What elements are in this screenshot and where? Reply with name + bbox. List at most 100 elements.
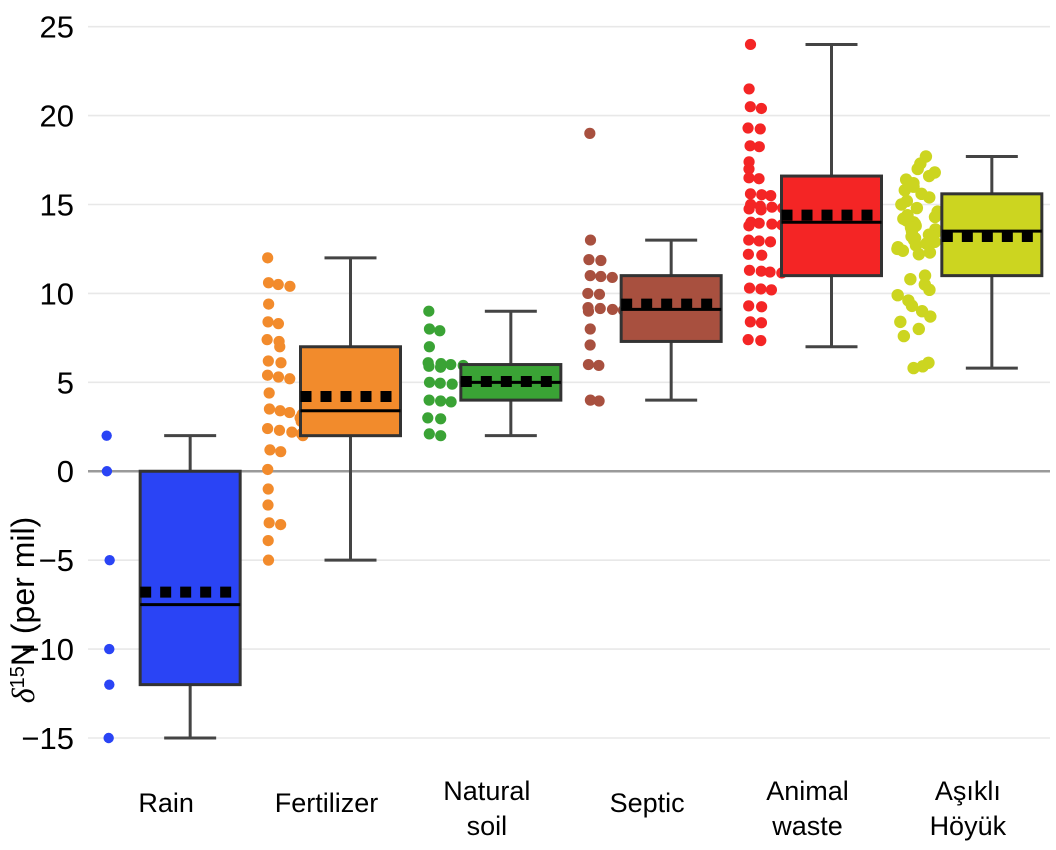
scatter-point xyxy=(435,430,447,442)
scatter-point xyxy=(274,341,286,353)
scatter-point xyxy=(907,361,920,375)
scatter-point xyxy=(753,217,765,229)
scatter-point xyxy=(272,278,284,291)
scatter-point xyxy=(262,499,274,511)
scatter-point xyxy=(446,378,458,390)
scatter-point xyxy=(742,122,754,134)
scatter-point xyxy=(754,123,766,135)
scatter-point xyxy=(924,310,937,323)
scatter-point xyxy=(286,426,298,438)
scatter-point xyxy=(445,396,457,408)
scatter-point xyxy=(743,83,755,95)
scatter-point xyxy=(743,234,755,246)
y-tick-label: 5 xyxy=(57,365,74,400)
scatter-point xyxy=(898,184,911,197)
x-axis-category-labels: Rain Fertilizer Natural soil Septic Animal was… xyxy=(138,776,1006,841)
scatter-point xyxy=(922,169,936,183)
scatter-point xyxy=(912,322,925,336)
scatter-point xyxy=(435,395,447,407)
scatter-point xyxy=(753,141,765,153)
scatter-point xyxy=(593,359,605,372)
scatter-point xyxy=(755,317,768,329)
scatter-point xyxy=(104,643,115,655)
scatter-points-layer xyxy=(101,38,944,744)
scatter-point xyxy=(263,517,275,529)
scatter-point xyxy=(606,303,619,316)
scatter-point xyxy=(275,446,287,458)
scatter-point xyxy=(594,302,606,315)
scatter-point xyxy=(743,203,755,215)
y-tick-label: −15 xyxy=(21,721,74,756)
scatter-point xyxy=(275,518,287,531)
box-plot-fertilizer xyxy=(299,256,402,562)
scatter-point xyxy=(755,334,767,347)
scatter-point xyxy=(744,38,757,51)
scatter-point xyxy=(435,413,447,425)
scatter-point xyxy=(593,288,606,300)
box-rect xyxy=(138,469,242,687)
scatter-point xyxy=(272,371,285,383)
scatter-point xyxy=(756,189,768,201)
scatter-point xyxy=(262,535,274,547)
scatter-point xyxy=(755,102,768,115)
scatter-point xyxy=(582,305,595,317)
x-axis-category-label: Aşıklı xyxy=(935,776,1001,806)
scatter-point xyxy=(911,162,924,176)
scatter-point xyxy=(434,361,447,373)
scatter-point xyxy=(584,127,596,139)
box-plot-rain xyxy=(138,434,242,740)
x-axis-category-label: Septic xyxy=(610,788,685,818)
scatter-point xyxy=(584,323,596,335)
scatter-point xyxy=(584,339,596,351)
y-axis-tick-labels: −15 −10 −5 0 5 10 15 20 25 xyxy=(21,10,74,756)
scatter-point xyxy=(895,198,908,211)
grid-lines xyxy=(88,25,1050,739)
scatter-point xyxy=(744,316,756,328)
scatter-point xyxy=(284,373,296,385)
scatter-point xyxy=(434,377,446,389)
scatter-point xyxy=(923,191,936,204)
scatter-point xyxy=(261,334,273,346)
scatter-point xyxy=(743,282,756,294)
scatter-point xyxy=(894,315,907,329)
scatter-point xyxy=(744,140,756,152)
x-axis-category-label: Natural xyxy=(443,776,530,806)
scatter-point xyxy=(765,190,777,202)
y-axis-title: δ15N (per mil) xyxy=(5,517,41,703)
scatter-point xyxy=(923,283,936,297)
scatter-point xyxy=(103,732,114,744)
scatter-point xyxy=(753,235,765,247)
scatter-point xyxy=(101,466,113,477)
scatter-point xyxy=(896,244,910,257)
scatter-point xyxy=(755,265,767,277)
scatter-point xyxy=(765,284,778,296)
scatter-point xyxy=(744,101,756,113)
scatter-point xyxy=(262,554,275,566)
scatter-point xyxy=(923,246,937,259)
scatter-point xyxy=(101,430,112,441)
y-tick-label: 0 xyxy=(57,454,74,489)
superscript-15: 15 xyxy=(7,666,29,688)
scatter-point xyxy=(766,218,778,230)
y-tick-label: 25 xyxy=(40,10,74,45)
scatter-point xyxy=(891,288,904,302)
scatter-point xyxy=(423,341,435,353)
scatter-point xyxy=(582,358,595,371)
x-axis-category-label: Rain xyxy=(138,788,194,818)
box-plots-layer xyxy=(138,42,1044,740)
scatter-point xyxy=(423,305,435,317)
x-axis-category-label: Höyük xyxy=(930,811,1007,841)
scatter-point xyxy=(272,318,285,330)
scatter-point xyxy=(264,444,276,456)
scatter-point xyxy=(104,679,115,690)
scatter-point xyxy=(928,210,942,224)
scatter-point xyxy=(274,405,286,417)
scatter-point xyxy=(263,298,275,310)
x-axis-category-label: Fertilizer xyxy=(275,788,379,818)
scatter-point xyxy=(262,463,274,476)
y-tick-label: −5 xyxy=(39,543,74,578)
scatter-point xyxy=(262,422,274,435)
scatter-point xyxy=(261,369,274,381)
scatter-point xyxy=(905,299,919,313)
